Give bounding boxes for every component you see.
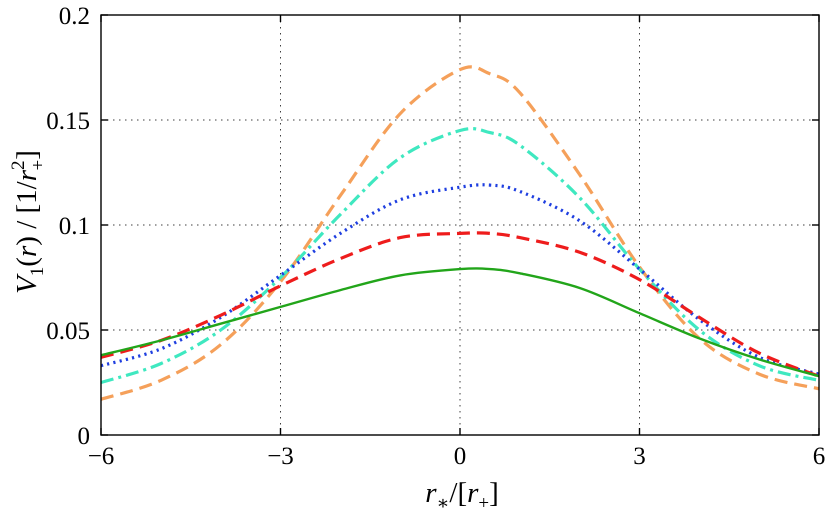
y-tick-label: 0.05	[46, 318, 90, 345]
x-tick-label: 6	[813, 443, 826, 470]
series-layer	[101, 65, 819, 401]
x-tick-label: −3	[267, 443, 294, 470]
x-axis-label: r∗/[r+]	[425, 477, 499, 513]
y-tick-label: 0.15	[46, 108, 90, 135]
x-tick-label: 0	[454, 443, 467, 470]
series-line-green-solid	[101, 267, 819, 378]
series-line-orange-dashed	[101, 65, 819, 401]
y-tick-label: 0.1	[59, 213, 90, 240]
tick-layer	[100, 14, 820, 436]
x-tick-label: −6	[88, 443, 115, 470]
series-line-red-dashed	[101, 231, 819, 378]
y-tick-label: 0.2	[59, 3, 90, 30]
x-tick-label: 3	[633, 443, 646, 470]
y-tick-label: 0	[78, 423, 91, 450]
series-line-blue-dotted	[101, 183, 819, 376]
grid-layer	[101, 15, 819, 435]
tick-label-layer: −6 −3 0 3 6 0 0.05 0.1 0.15 0.2	[46, 3, 825, 470]
y-axis-label: V1(r) / [1/r2+]	[8, 150, 49, 294]
series-line-aquamarine-dashdot	[101, 127, 819, 385]
